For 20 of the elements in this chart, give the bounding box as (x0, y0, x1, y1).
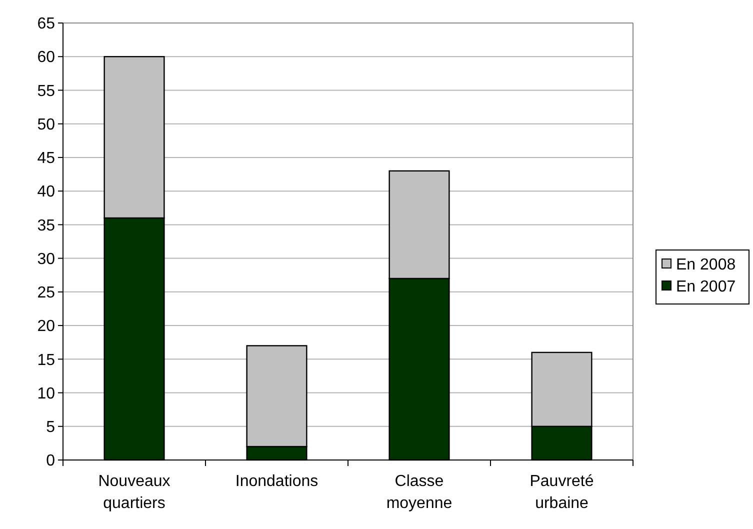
x-tick-label: Pauvreté urbaine (530, 473, 594, 512)
legend-label: En 2007 (676, 278, 736, 296)
y-tick-label: 30 (37, 250, 56, 268)
y-tick-label: 0 (46, 452, 56, 470)
y-tick-label: 55 (37, 82, 56, 100)
x-tick-label: Classe moyenne (386, 473, 452, 512)
y-tick-label: 65 (37, 16, 56, 33)
y-tick-label: 20 (37, 318, 56, 336)
y-tick-label: 35 (37, 217, 56, 234)
y-tick-label: 25 (37, 284, 56, 302)
y-tick-label: 5 (46, 418, 56, 436)
y-tick-label: 15 (37, 352, 56, 369)
y-tick-label: 45 (37, 150, 56, 168)
x-tick-label: Inondations (235, 473, 318, 490)
x-tick-label: Nouveaux quartiers (98, 473, 170, 512)
y-tick-label: 50 (37, 116, 56, 134)
y-tick-label: 10 (37, 385, 56, 402)
y-tick-label: 60 (37, 49, 56, 66)
legend-label: En 2008 (676, 256, 736, 274)
y-tick-label: 40 (37, 184, 56, 201)
